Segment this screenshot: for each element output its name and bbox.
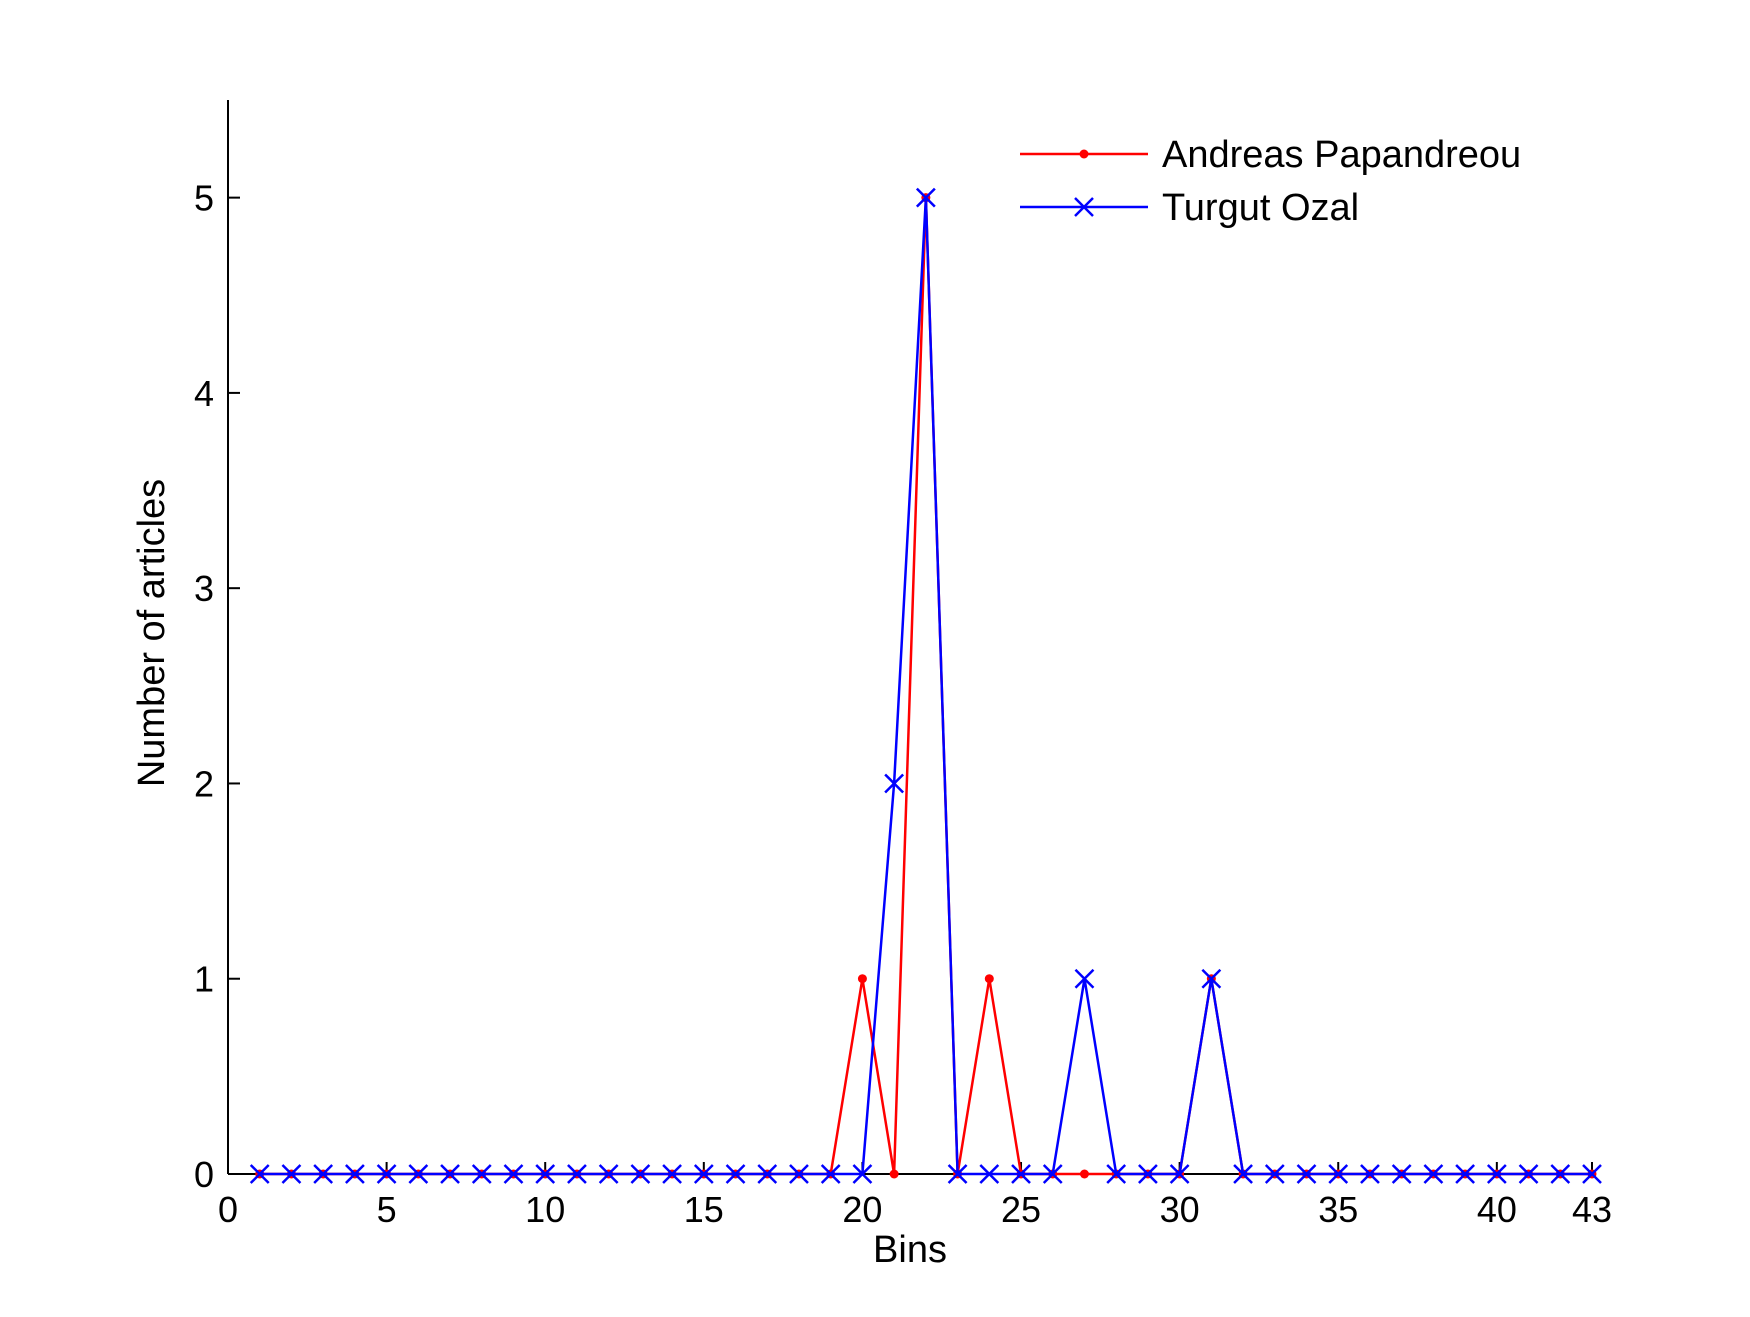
- y-tick-label: 3: [194, 568, 214, 609]
- data-point: [440, 1164, 460, 1184]
- data-point: [1201, 968, 1222, 989]
- series-line: [259, 197, 1592, 1176]
- series-2: [249, 187, 1602, 1184]
- data-point: [1423, 1164, 1444, 1184]
- data-point: [1518, 1164, 1539, 1184]
- data-point: [889, 1169, 899, 1179]
- data-point: [1074, 968, 1095, 989]
- data-point: [1455, 1164, 1476, 1184]
- data-point: [915, 187, 936, 208]
- data-point: [984, 974, 994, 984]
- x-tick-label: 35: [1318, 1189, 1358, 1230]
- legend-label: Andreas Papandreou: [1162, 134, 1521, 176]
- data-point: [693, 1164, 714, 1184]
- y-tick-label: 1: [194, 959, 214, 1000]
- data-point: [376, 1164, 397, 1184]
- y-axis-label: Number of articles: [131, 479, 173, 787]
- legend: Andreas Papandreou Turgut Ozal: [1020, 134, 1521, 229]
- data-point: [281, 1164, 302, 1184]
- series-1: [255, 193, 1597, 1179]
- legend-marker: [1079, 149, 1089, 159]
- data-point: [979, 1164, 1000, 1184]
- data-point: [820, 1164, 841, 1184]
- series-line: [259, 197, 1592, 1176]
- data-point: [1264, 1164, 1285, 1184]
- x-tick-label: 25: [1001, 1189, 1041, 1230]
- data-point: [471, 1164, 492, 1184]
- data-point: [1233, 1164, 1253, 1184]
- y-tick-label: 2: [194, 763, 214, 804]
- data-point: [725, 1164, 746, 1184]
- data-point: [1582, 1164, 1602, 1184]
- data-point: [313, 1164, 334, 1184]
- data-point: [662, 1164, 682, 1184]
- data-point: [1391, 1164, 1412, 1184]
- data-point: [1106, 1164, 1127, 1184]
- legend-marker: [1074, 197, 1094, 217]
- data-point: [535, 1164, 556, 1184]
- data-point: [852, 1164, 873, 1184]
- data-point: [789, 1164, 809, 1184]
- x-tick-label: 43: [1572, 1189, 1612, 1230]
- series-layer: [249, 187, 1602, 1184]
- data-point: [598, 1164, 619, 1184]
- data-point: [1360, 1164, 1380, 1184]
- y-tick-label: 5: [194, 178, 214, 219]
- data-point: [1138, 1164, 1158, 1184]
- data-point: [408, 1164, 429, 1184]
- data-point: [249, 1164, 270, 1184]
- x-tick-label: 10: [525, 1189, 565, 1230]
- axes: 0 5 10 15 20 25 30 35 40 43 0 1 2 3 4 5: [194, 100, 1612, 1230]
- legend-entry-1: Andreas Papandreou: [1020, 134, 1521, 176]
- data-point: [344, 1164, 365, 1184]
- x-tick-label: 20: [842, 1189, 882, 1230]
- data-point: [503, 1164, 524, 1184]
- data-point: [1296, 1164, 1317, 1184]
- x-tick-label: 5: [377, 1189, 397, 1230]
- x-tick-label: 40: [1477, 1189, 1517, 1230]
- data-point: [1486, 1164, 1507, 1184]
- x-tick-label: 30: [1160, 1189, 1200, 1230]
- data-point: [1328, 1164, 1349, 1184]
- data-point: [1079, 1169, 1089, 1179]
- legend-label: Turgut Ozal: [1162, 187, 1359, 229]
- data-point: [1550, 1164, 1571, 1184]
- data-point: [947, 1164, 968, 1184]
- data-point: [757, 1164, 778, 1184]
- data-point: [630, 1164, 651, 1184]
- legend-entry-2: Turgut Ozal: [1020, 187, 1359, 229]
- data-point: [1169, 1164, 1190, 1184]
- data-point: [884, 773, 905, 794]
- x-tick-label: 15: [684, 1189, 724, 1230]
- data-point: [1011, 1164, 1031, 1184]
- x-tick-label: 0: [218, 1189, 238, 1230]
- y-tick-label: 0: [194, 1154, 214, 1195]
- y-tick-label: 4: [194, 373, 214, 414]
- data-point: [1042, 1164, 1063, 1184]
- data-point: [567, 1164, 587, 1184]
- x-axis-label: Bins: [873, 1229, 947, 1271]
- data-point: [857, 974, 867, 984]
